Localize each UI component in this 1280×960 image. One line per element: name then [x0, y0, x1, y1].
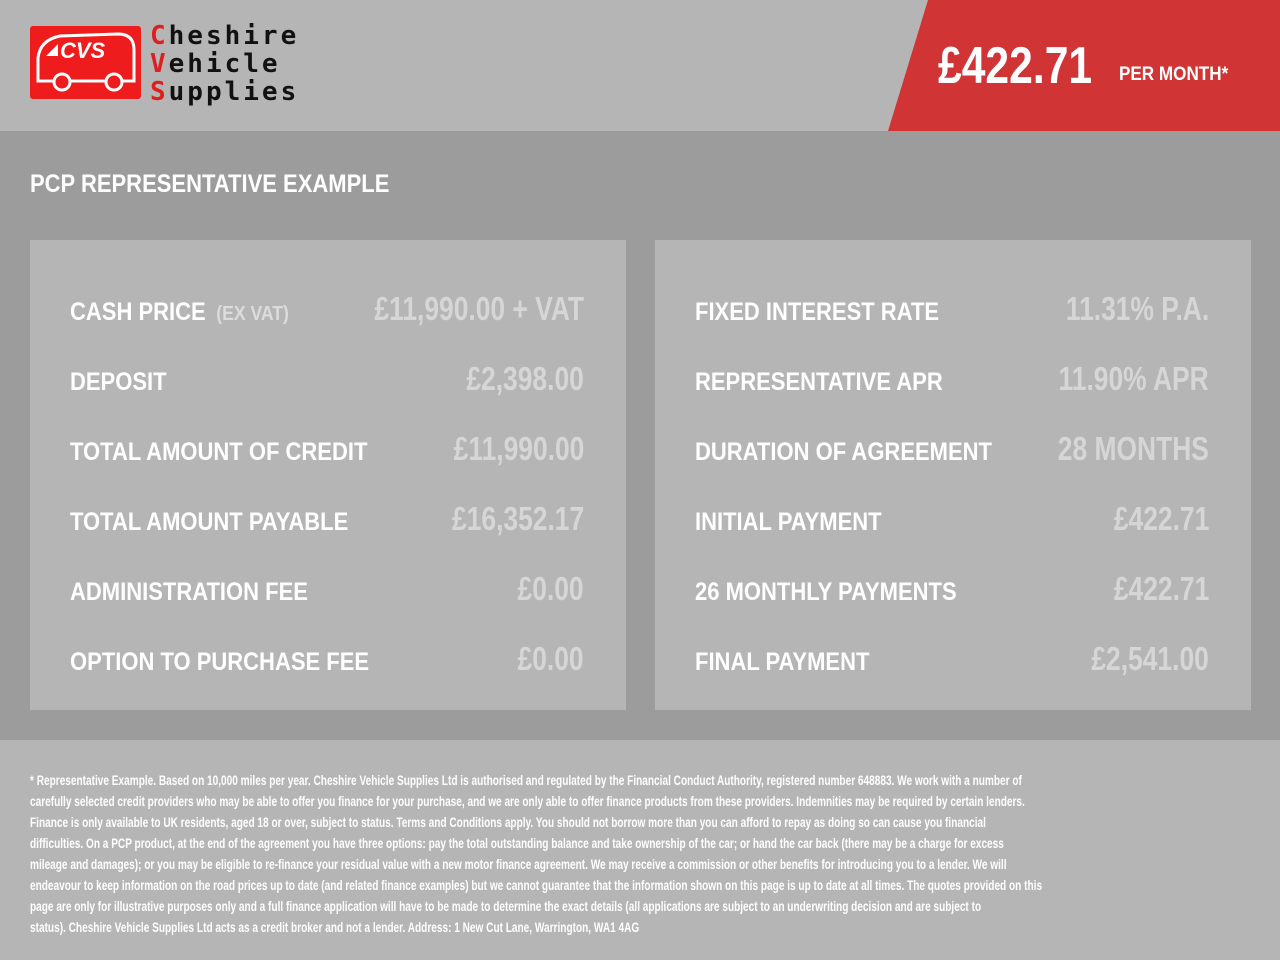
logo-text: CVS: [60, 38, 106, 63]
disclaimer-line: Finance is only available to UK resident…: [30, 814, 986, 830]
brand-word: ehicle: [168, 49, 281, 79]
finance-label: 26 MONTHLY PAYMENTS: [695, 578, 957, 607]
disclaimer-line: difficulties. On a PCP product, at the e…: [30, 835, 1004, 851]
brand-name: Cheshire Vehicle Supplies: [150, 22, 299, 106]
finance-value: £2,398.00: [466, 360, 584, 397]
finance-value: £422.71: [1113, 500, 1209, 537]
finance-label: FINAL PAYMENT: [695, 648, 869, 677]
finance-panel-right: FIXED INTEREST RATE 11.31% P.A. REPRESENTA…: [655, 240, 1251, 710]
label-text: CASH PRICE: [70, 298, 206, 326]
finance-value: £11,990.00: [453, 430, 584, 467]
label-text: TOTAL AMOUNT PAYABLE: [70, 508, 349, 536]
finance-label: FIXED INTEREST RATE: [695, 298, 939, 327]
monthly-price-banner: £422.71 PER MONTH*: [888, 0, 1280, 131]
finance-value: £2,541.00: [1091, 640, 1209, 677]
finance-row: REPRESENTATIVE APR 11.90% APR: [695, 360, 1209, 400]
finance-label: TOTAL AMOUNT OF CREDIT: [70, 438, 367, 467]
section-title: PCP REPRESENTATIVE EXAMPLE: [30, 170, 390, 198]
finance-row: FIXED INTEREST RATE 11.31% P.A.: [695, 290, 1209, 330]
finance-label: INITIAL PAYMENT: [695, 508, 882, 537]
finance-row: DURATION OF AGREEMENT 28 MONTHS: [695, 430, 1209, 470]
finance-value: £16,352.17: [451, 500, 584, 537]
finance-label: DEPOSIT: [70, 368, 167, 397]
finance-row: ADMINISTRATION FEE £0.00: [70, 570, 584, 610]
brand-word: heshire: [168, 21, 300, 51]
finance-row: 26 MONTHLY PAYMENTS £422.71: [695, 570, 1209, 610]
disclaimer-line: status). Cheshire Vehicle Supplies Ltd a…: [30, 919, 640, 935]
finance-value: 28 MONTHS: [1057, 430, 1209, 467]
van-logo-icon: [36, 32, 136, 92]
finance-value: £0.00: [517, 640, 584, 677]
finance-value: 11.31% P.A.: [1065, 290, 1209, 327]
brand-initial: S: [150, 77, 169, 107]
brand-initial: V: [150, 49, 169, 79]
finance-row: DEPOSIT £2,398.00: [70, 360, 584, 400]
label-text: DURATION OF AGREEMENT: [695, 438, 992, 466]
brand-initial: C: [150, 21, 169, 51]
finance-row: TOTAL AMOUNT OF CREDIT £11,990.00: [70, 430, 584, 470]
label-text: ADMINISTRATION FEE: [70, 578, 308, 606]
disclaimer-line: page are only for illustrative purposes …: [30, 898, 982, 914]
disclaimer-line: endeavour to keep information on the roa…: [30, 877, 1043, 893]
label-text: DEPOSIT: [70, 368, 167, 396]
finance-label: TOTAL AMOUNT PAYABLE: [70, 508, 348, 537]
disclaimer-line: * Representative Example. Based on 10,00…: [30, 772, 1022, 788]
label-text: FINAL PAYMENT: [695, 648, 870, 676]
label-text: INITIAL PAYMENT: [695, 508, 882, 536]
finance-row: INITIAL PAYMENT £422.71: [695, 500, 1209, 540]
finance-row: OPTION TO PURCHASE FEE £0.00: [70, 640, 584, 680]
finance-row: TOTAL AMOUNT PAYABLE £16,352.17: [70, 500, 584, 540]
finance-label: ADMINISTRATION FEE: [70, 578, 308, 607]
brand-word: upplies: [168, 77, 300, 107]
finance-value: 11.90% APR: [1058, 360, 1209, 397]
disclaimer-line: carefully selected credit providers who …: [30, 793, 1025, 809]
monthly-price: £422.71: [938, 37, 1093, 95]
per-month-label: PER MONTH*: [1119, 64, 1229, 85]
finance-label: CASH PRICE (EX VAT): [70, 298, 289, 327]
finance-row: CASH PRICE (EX VAT) £11,990.00 + VAT: [70, 290, 584, 330]
label-text: OPTION TO PURCHASE FEE: [70, 648, 370, 676]
finance-label: REPRESENTATIVE APR: [695, 368, 943, 397]
finance-label: OPTION TO PURCHASE FEE: [70, 648, 369, 677]
finance-value: £11,990.00 + VAT: [374, 290, 584, 327]
disclaimer-line: mileage and damages); or you may be elig…: [30, 856, 1007, 872]
header: CVS Cheshire Vehicle Supplies £422.71 PE…: [0, 0, 1280, 131]
label-text: REPRESENTATIVE APR: [695, 368, 943, 396]
label-text: TOTAL AMOUNT OF CREDIT: [70, 438, 368, 466]
label-text: FIXED INTEREST RATE: [695, 298, 940, 326]
finance-panel-left: CASH PRICE (EX VAT) £11,990.00 + VAT DEPOSI…: [30, 240, 626, 710]
finance-value: £422.71: [1113, 570, 1209, 607]
finance-row: FINAL PAYMENT £2,541.00: [695, 640, 1209, 680]
disclaimer: * Representative Example. Based on 10,00…: [0, 740, 1280, 960]
finance-label: DURATION OF AGREEMENT: [695, 438, 992, 467]
finance-value: £0.00: [517, 570, 584, 607]
label-text: 26 MONTHLY PAYMENTS: [695, 578, 957, 606]
label-note: (EX VAT): [216, 303, 289, 325]
logo[interactable]: CVS: [30, 26, 141, 99]
